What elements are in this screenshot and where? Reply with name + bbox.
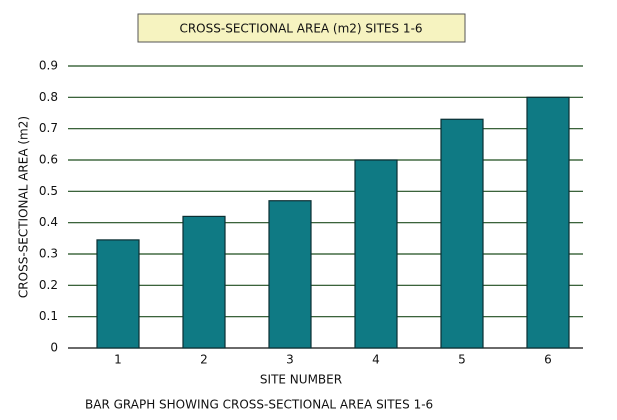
title-box [137,13,466,43]
y-tick-label: 0.4 [39,215,58,229]
y-tick-label: 0.6 [39,153,58,167]
bar [440,118,484,349]
y-tick-label: 0.7 [39,121,58,135]
y-tick-label: 0.1 [39,309,58,323]
x-tick-label: 5 [458,353,466,367]
x-tick-label: 2 [200,353,208,367]
y-tick-label: 0.9 [39,59,58,73]
chart-title: CROSS-SECTIONAL AREA (m2) SITES 1-6 [179,22,422,36]
y-tick-label: 0 [50,341,58,355]
bar [354,159,398,349]
bar [268,200,312,349]
caption: BAR GRAPH SHOWING CROSS-SECTIONAL AREA S… [85,398,433,412]
x-tick-label: 6 [544,353,552,367]
y-tick-label: 0.5 [39,184,58,198]
y-tick-label: 0.8 [39,90,58,104]
x-axis-title: SITE NUMBER [260,373,342,387]
bar [96,239,140,349]
bar [182,215,226,349]
y-axis-title: CROSS-SECTIONAL AREA (m2) [17,116,31,298]
y-tick-label: 0.3 [39,247,58,261]
x-tick-label: 1 [114,353,122,367]
x-tick-label: 3 [286,353,294,367]
bar [526,96,570,349]
x-tick-label: 4 [372,353,380,367]
y-tick-label: 0.2 [39,278,58,292]
